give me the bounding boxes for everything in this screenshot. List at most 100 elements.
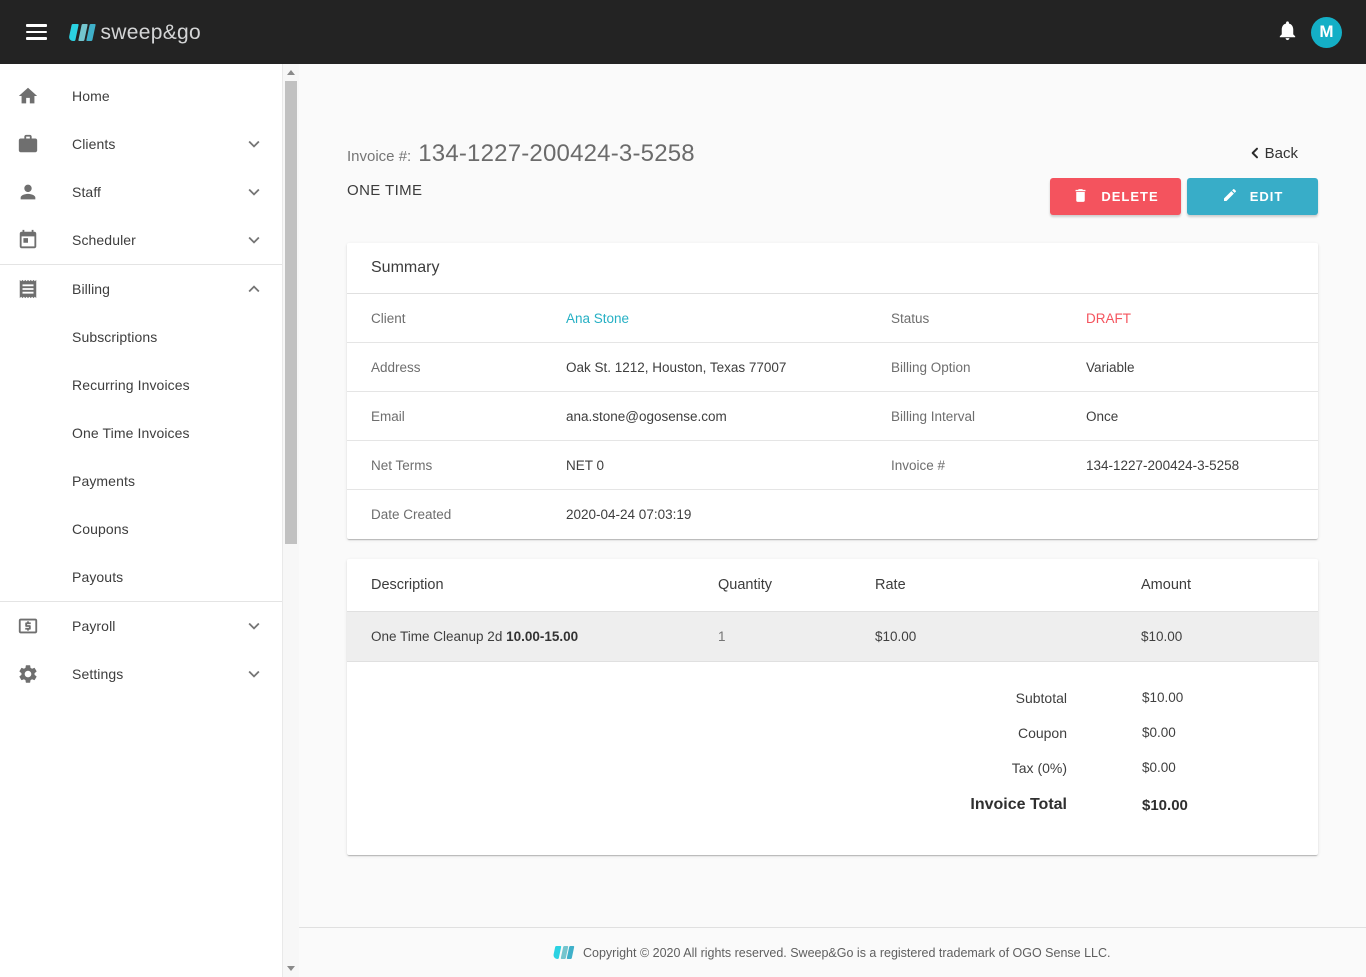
summary-value: Once bbox=[1086, 408, 1119, 424]
summary-label: Invoice # bbox=[891, 457, 946, 473]
sidebar-item-label: Billing bbox=[72, 281, 111, 297]
sidebar-subitem-label: Payments bbox=[72, 473, 136, 489]
trash-icon bbox=[1072, 187, 1101, 207]
sidebar-item-settings[interactable]: Settings bbox=[0, 650, 282, 698]
footer-logo-icon bbox=[553, 946, 575, 959]
sidebar-item-label: Staff bbox=[72, 184, 102, 200]
chevron-down-icon bbox=[242, 614, 266, 638]
scrollbar-up-arrow[interactable] bbox=[283, 64, 299, 81]
calendar-icon bbox=[16, 228, 40, 252]
invoice-total-value: $10.00 bbox=[1142, 796, 1188, 814]
sidebar-item-label: Scheduler bbox=[72, 232, 136, 248]
sidebar-nav: Home Clients Staff Scheduler Billing Subscrip… bbox=[0, 64, 282, 977]
summary-card: Summary Client Ana Stone Status DRAFT Addres… bbox=[347, 243, 1318, 539]
item-amount: $10.00 bbox=[1141, 629, 1183, 644]
chevron-down-icon bbox=[242, 228, 266, 252]
scrollbar-down-arrow[interactable] bbox=[283, 960, 299, 977]
sidebar-item-scheduler[interactable]: Scheduler bbox=[0, 216, 282, 264]
summary-value: Variable bbox=[1086, 359, 1135, 375]
invoice-number-value: 134-1227-200424-3-5258 bbox=[418, 140, 695, 167]
scrollbar-thumb[interactable] bbox=[285, 81, 297, 544]
summary-label: Date Created bbox=[371, 507, 452, 522]
invoice-totals: Subtotal $10.00 Coupon $0.00 Tax (0%) $0.00 In… bbox=[347, 662, 1318, 855]
sidebar-scrollbar[interactable] bbox=[282, 64, 299, 977]
briefcase-icon bbox=[16, 132, 40, 156]
chevron-down-icon bbox=[242, 132, 266, 156]
invoice-number-label: Invoice #: bbox=[347, 148, 412, 165]
summary-rows: Client Ana Stone Status DRAFT Address Oak St.… bbox=[347, 294, 1318, 539]
sidebar-subitem-recurring-invoices[interactable]: Recurring Invoices bbox=[0, 361, 282, 409]
summary-label: Status bbox=[891, 310, 930, 326]
summary-label: Billing Interval bbox=[891, 408, 976, 424]
sidebar-item-home[interactable]: Home bbox=[0, 72, 282, 120]
summary-row: Email ana.stone@ogosense.com Billing Inter… bbox=[347, 392, 1318, 441]
invoice-type-subtitle: ONE TIME bbox=[347, 182, 423, 199]
main-content: Invoice #: 134-1227-200424-3-5258 Back O… bbox=[299, 64, 1366, 977]
summary-value: ana.stone@ogosense.com bbox=[566, 408, 727, 424]
dollar-icon bbox=[16, 614, 40, 638]
invoice-item-row: One Time Cleanup 2d 10.00-15.00 1 $10.00 $1… bbox=[347, 611, 1318, 662]
chevron-down-icon bbox=[242, 662, 266, 686]
pencil-icon bbox=[1222, 187, 1250, 206]
sidebar-subitem-payments[interactable]: Payments bbox=[0, 457, 282, 505]
total-value: $0.00 bbox=[1142, 760, 1176, 775]
app-logo[interactable]: sweep&go bbox=[68, 20, 201, 44]
sidebar-subitem-subscriptions[interactable]: Subscriptions bbox=[0, 313, 282, 361]
invoice-items-card: Description Quantity Rate Amount One Time C… bbox=[347, 559, 1318, 855]
column-header-amount: Amount bbox=[1141, 577, 1191, 593]
back-link[interactable]: Back bbox=[1247, 145, 1298, 162]
notifications-button[interactable] bbox=[1267, 12, 1307, 52]
column-header-rate: Rate bbox=[875, 577, 906, 593]
total-row-tax-0-: Tax (0%) $0.00 bbox=[347, 750, 1318, 785]
item-quantity: 1 bbox=[718, 629, 726, 644]
summary-value: NET 0 bbox=[566, 457, 605, 473]
sidebar-subitem-coupons[interactable]: Coupons bbox=[0, 505, 282, 553]
total-row-coupon: Coupon $0.00 bbox=[347, 715, 1318, 750]
summary-value[interactable]: Ana Stone bbox=[566, 310, 630, 326]
summary-row: Date Created 2020-04-24 07:03:19 bbox=[347, 490, 1318, 539]
summary-value: 134-1227-200424-3-5258 bbox=[1086, 457, 1240, 473]
page-head: Invoice #: 134-1227-200424-3-5258 Back O… bbox=[347, 64, 1318, 215]
head-actions: DELETE EDIT bbox=[1050, 178, 1318, 215]
sidebar-item-payroll[interactable]: Payroll bbox=[0, 602, 282, 650]
summary-value: 2020-04-24 07:03:19 bbox=[566, 507, 692, 522]
summary-row: Client Ana Stone Status DRAFT bbox=[347, 294, 1318, 343]
total-label: Tax (0%) bbox=[1011, 759, 1067, 776]
sidebar-subitem-label: Recurring Invoices bbox=[72, 377, 190, 393]
column-header-quantity: Quantity bbox=[718, 577, 772, 593]
menu-toggle-button[interactable] bbox=[12, 8, 60, 56]
sidebar-divider bbox=[0, 601, 282, 602]
person-icon bbox=[16, 180, 40, 204]
sidebar-item-label: Settings bbox=[72, 666, 124, 682]
invoice-total-label: Invoice Total bbox=[970, 796, 1067, 813]
item-description: One Time Cleanup 2d 10.00-15.00 bbox=[371, 629, 579, 644]
sidebar-item-staff[interactable]: Staff bbox=[0, 168, 282, 216]
top-app-bar: sweep&go M bbox=[0, 0, 1366, 64]
total-value: $10.00 bbox=[1142, 690, 1184, 705]
sidebar-item-billing[interactable]: Billing bbox=[0, 265, 282, 313]
sidebar-item-clients[interactable]: Clients bbox=[0, 120, 282, 168]
delete-button[interactable]: DELETE bbox=[1050, 178, 1181, 215]
sidebar-divider bbox=[0, 264, 282, 265]
items-table-rows: One Time Cleanup 2d 10.00-15.00 1 $10.00 $1… bbox=[347, 611, 1318, 662]
sidebar-subitem-label: Subscriptions bbox=[72, 329, 158, 345]
total-row-subtotal: Subtotal $10.00 bbox=[347, 680, 1318, 715]
bell-icon bbox=[1276, 19, 1299, 45]
summary-label: Client bbox=[371, 310, 406, 326]
edit-button[interactable]: EDIT bbox=[1187, 178, 1318, 215]
total-label: Subtotal bbox=[1015, 689, 1067, 706]
total-value: $0.00 bbox=[1142, 725, 1176, 740]
sidebar-subitem-label: Coupons bbox=[72, 521, 129, 537]
sidebar-item-label: Payroll bbox=[72, 618, 116, 634]
column-header-description: Description bbox=[371, 577, 444, 593]
summary-label: Address bbox=[371, 359, 421, 375]
chevron-down-icon bbox=[242, 180, 266, 204]
page-footer: Copyright © 2020 All rights reserved. Sw… bbox=[299, 927, 1366, 977]
user-avatar[interactable]: M bbox=[1311, 16, 1342, 48]
sidebar-subitem-payouts[interactable]: Payouts bbox=[0, 553, 282, 601]
receipt-icon bbox=[16, 277, 40, 301]
copyright-text: Copyright © 2020 All rights reserved. Sw… bbox=[582, 945, 1111, 960]
sidebar-subitem-one-time-invoices[interactable]: One Time Invoices bbox=[0, 409, 282, 457]
logo-text: sweep&go bbox=[100, 20, 201, 44]
sidebar-subitem-label: Payouts bbox=[72, 569, 124, 585]
